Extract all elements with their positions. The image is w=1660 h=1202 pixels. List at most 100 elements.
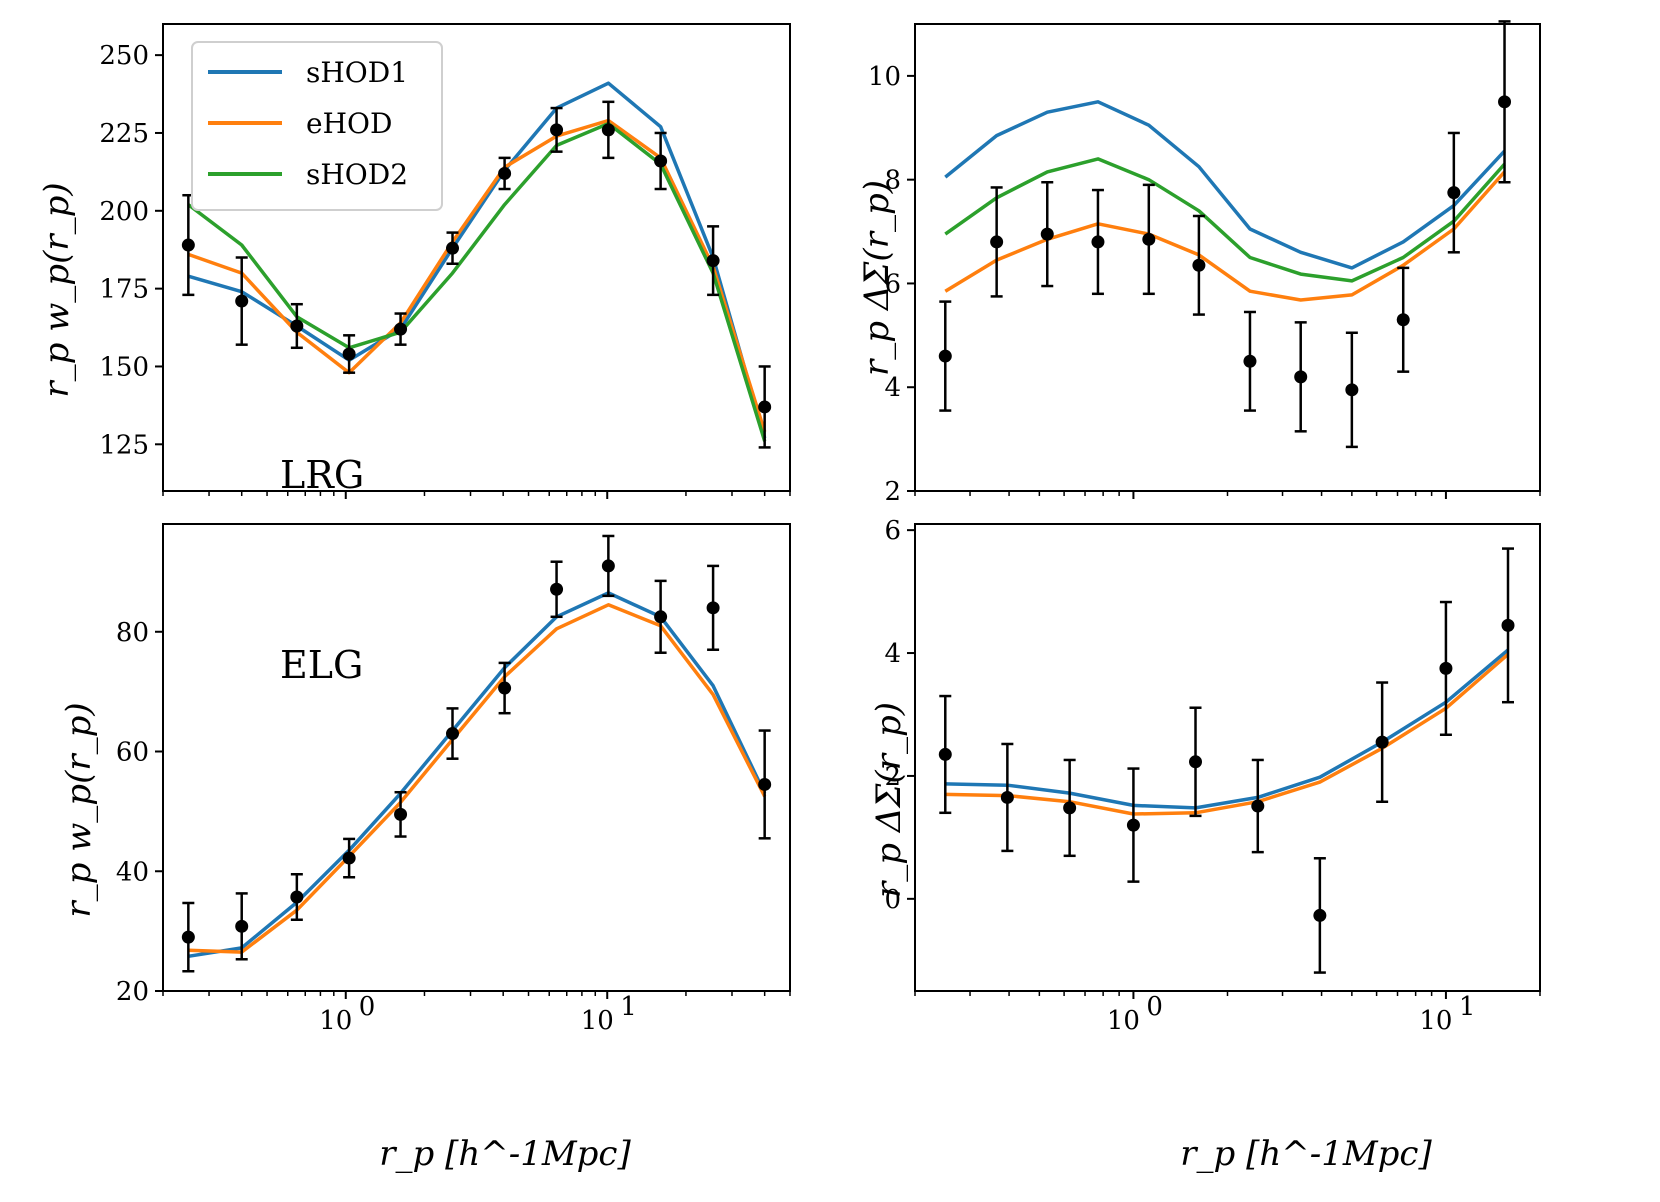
y-tick-label: 2	[884, 762, 901, 792]
data-point	[394, 322, 408, 336]
data-point	[654, 610, 668, 624]
x-tick-exponent: 0	[1146, 992, 1163, 1022]
data-point	[938, 349, 952, 363]
data-point	[290, 319, 304, 333]
data-point	[1294, 370, 1308, 384]
y-tick-label: 200	[99, 197, 149, 227]
data-point	[1251, 799, 1265, 813]
y-tick-label: 20	[116, 977, 149, 1007]
axes-frame	[162, 23, 791, 492]
legend: sHOD1 eHOD sHOD2	[191, 41, 443, 211]
data-point	[498, 681, 512, 695]
data-point	[1313, 908, 1327, 922]
data-point	[550, 582, 564, 596]
panel-lrg-wp: 125 150 175 200 225 250	[99, 23, 791, 499]
data-point	[654, 154, 668, 168]
data-point	[1375, 735, 1389, 749]
data-point	[1126, 818, 1140, 832]
data-point	[235, 294, 249, 308]
data-point	[1000, 790, 1014, 804]
annotation-elg: ELG	[280, 643, 363, 687]
data-point	[290, 890, 304, 904]
y-tick-label: 60	[116, 738, 149, 768]
data-point	[1396, 313, 1410, 327]
data-point	[1243, 354, 1257, 368]
y-tick-label: 40	[116, 857, 149, 887]
series-line-ehod	[187, 118, 767, 433]
y-tick-label: 125	[99, 430, 149, 460]
panel-lrg-delta-sigma: 2 4 6 8 10	[868, 20, 1541, 507]
data-point	[1189, 755, 1203, 769]
x-tick-exponent: 1	[620, 992, 637, 1022]
y-tick-label: 0	[884, 885, 901, 915]
data-point	[1192, 258, 1206, 272]
data-point	[446, 727, 460, 741]
data-point	[235, 919, 249, 933]
data-point	[342, 851, 356, 865]
annotation-lrg: LRG	[280, 453, 364, 497]
data-point	[1142, 232, 1156, 246]
legend-label-shod1: sHOD1	[306, 56, 408, 89]
data-point	[601, 123, 615, 137]
data-point	[1091, 235, 1105, 249]
ylabel-lrg-wp: r_p w_p(r_p)	[37, 182, 77, 397]
series-line-shod2	[187, 121, 767, 442]
series-line-ehod	[188, 603, 767, 954]
data-point	[1063, 801, 1077, 815]
xlabel-left: r_p [h^-1Mpc]	[379, 1134, 631, 1174]
data-point	[601, 559, 615, 573]
legend-frame	[191, 41, 443, 211]
data-point	[394, 807, 408, 821]
data-point	[938, 747, 952, 761]
axes-frame	[162, 523, 791, 992]
y-tick-label: 6	[884, 516, 901, 546]
axes-frame	[914, 23, 1541, 492]
y-tick-label: 150	[99, 352, 149, 382]
data-point	[990, 235, 1004, 249]
x-tick-label: 10	[319, 1006, 352, 1036]
data-point	[1040, 227, 1054, 241]
y-tick-label: 4	[884, 639, 901, 669]
series-line-ehod	[945, 652, 1510, 816]
data-point	[498, 166, 512, 180]
series-line-shod1	[188, 591, 767, 959]
y-tick-label: 175	[99, 275, 149, 305]
x-tick-label: 10	[1419, 1006, 1452, 1036]
y-tick-label: 225	[99, 119, 149, 149]
data-point	[446, 241, 460, 255]
data-point	[1447, 186, 1461, 200]
y-tick-label: 10	[868, 62, 901, 92]
data-point	[1439, 661, 1453, 675]
data-point	[758, 400, 772, 414]
x-tick-exponent: 0	[359, 992, 376, 1022]
ylabel-elg-wp: r_p w_p(r_p)	[59, 702, 99, 917]
legend-label-ehod: eHOD	[306, 107, 392, 140]
y-tick-label: 8	[884, 166, 901, 196]
data-point	[550, 123, 564, 137]
series-line-ehod	[944, 170, 1506, 302]
data-point	[181, 930, 195, 944]
data-point	[706, 254, 720, 268]
x-tick-label: 10	[581, 1006, 614, 1036]
data-point	[758, 777, 772, 791]
axes-frame	[914, 523, 1541, 992]
y-tick-label: 2	[884, 477, 901, 507]
y-tick-label: 4	[884, 373, 901, 403]
data-point	[181, 238, 195, 252]
ylabel-elg-delta-sigma: r_p ΔΣ(r_p)	[869, 702, 909, 898]
x-tick-label: 10	[1107, 1006, 1140, 1036]
data-point	[706, 601, 720, 615]
xlabel-right: r_p [h^-1Mpc]	[1180, 1134, 1432, 1174]
ylabel-lrg-delta-sigma: r_p ΔΣ(r_p)	[857, 180, 897, 376]
legend-label-shod2: sHOD2	[306, 158, 408, 191]
data-point	[342, 347, 356, 361]
y-tick-label: 250	[99, 41, 149, 71]
x-tick-exponent: 1	[1459, 992, 1476, 1022]
series-line-shod1	[944, 100, 1506, 270]
series-line-shod2	[944, 157, 1506, 283]
data-point	[1498, 95, 1512, 109]
data-point	[1345, 383, 1359, 397]
